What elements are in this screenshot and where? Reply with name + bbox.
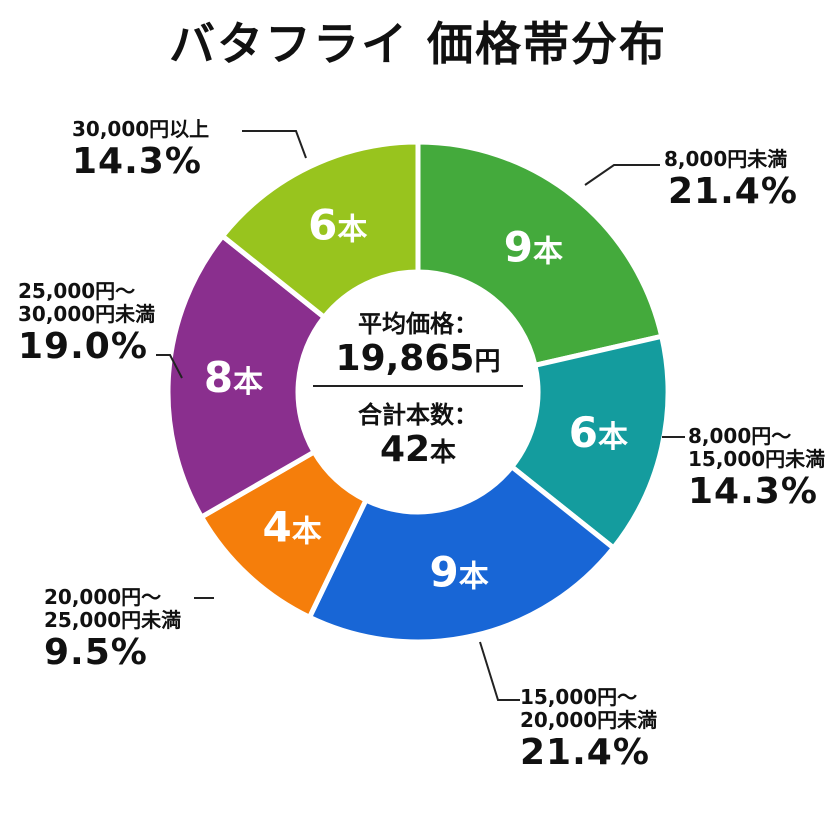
center-divider — [313, 384, 523, 387]
label-slice-2: 8,000円〜 15,000円未満 14.3% — [688, 424, 826, 513]
label-slice-4: 20,000円〜 25,000円未満 9.5% — [44, 585, 182, 674]
label-slice-6: 30,000円以上 14.3% — [72, 117, 210, 183]
leader-line-1 — [584, 164, 660, 186]
label-slice-5: 25,000円〜 30,000円未満 19.0% — [18, 279, 156, 368]
label-slice-3: 15,000円〜 20,000円未満 21.4% — [520, 685, 658, 774]
slice-value-label-1: 9本 — [504, 222, 563, 271]
total-count-value: 42本 — [379, 428, 457, 470]
slice-value-label-5: 8本 — [204, 353, 263, 402]
donut-slice-1 — [415, 139, 665, 369]
donut-slice-3 — [306, 463, 617, 645]
total-count-label: 合計本数： — [358, 400, 478, 429]
chart-title: バタフライ 価格帯分布 — [168, 17, 667, 71]
label-slice-1: 8,000円未満 21.4% — [664, 147, 798, 213]
donut-hole — [300, 274, 536, 510]
leader-line-5 — [156, 354, 183, 379]
leader-line-6 — [242, 130, 307, 159]
average-price-label: 平均価格： — [358, 310, 478, 338]
donut-slice-5 — [165, 232, 328, 521]
slice-value-label-2: 6本 — [569, 408, 628, 457]
slice-value-label-6: 6本 — [308, 200, 367, 249]
center-summary: 平均価格： 19,865円 合計本数： 42本 — [300, 304, 536, 469]
donut-slice-6 — [219, 139, 421, 321]
average-price-value: 19,865円 — [335, 338, 501, 379]
leader-line-3 — [479, 641, 520, 701]
slice-value-label-3: 9本 — [430, 547, 489, 596]
slice-value-label-4: 4本 — [263, 503, 322, 552]
